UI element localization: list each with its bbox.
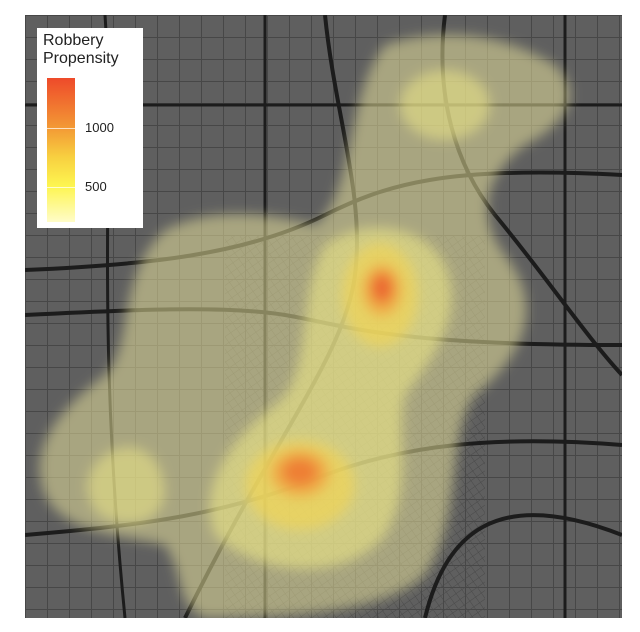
density-peak-2 (282, 458, 318, 486)
legend-title-line1: Robbery (43, 32, 104, 49)
density-level-2b (87, 447, 165, 524)
legend: Robbery Propensity 1000 500 (37, 28, 143, 228)
density-level-2c (400, 70, 490, 140)
legend-title: Robbery Propensity (43, 32, 119, 68)
tick-label-1000: 1000 (85, 120, 114, 135)
color-bar (47, 78, 75, 222)
tick-label-500: 500 (85, 179, 107, 194)
density-peak (371, 273, 393, 303)
legend-title-line2: Propensity (43, 50, 119, 67)
density-overlay (39, 34, 570, 618)
tick-mark-500 (47, 187, 75, 188)
tick-mark-1000 (47, 128, 75, 129)
